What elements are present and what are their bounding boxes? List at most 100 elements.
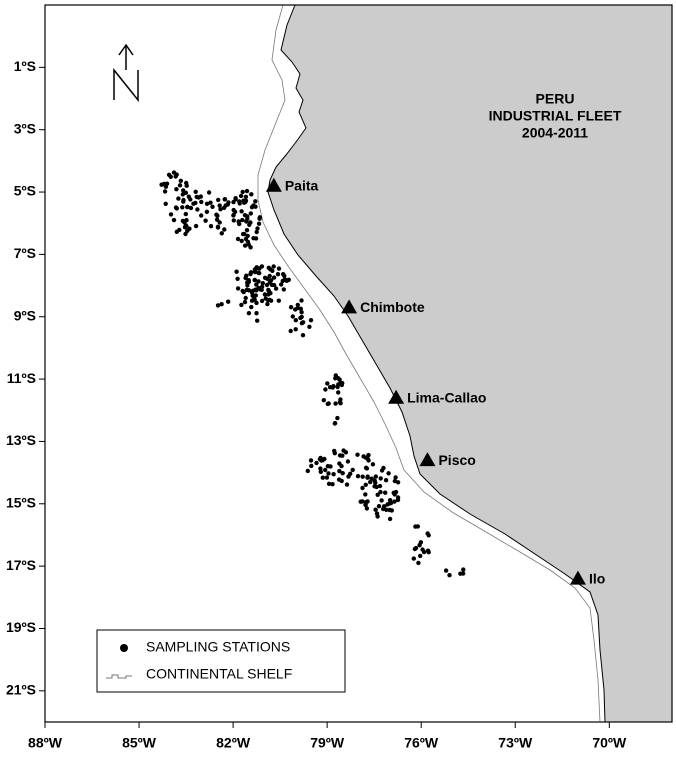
station-dot: [256, 279, 261, 284]
station-dot: [280, 278, 285, 284]
station-dot: [234, 269, 239, 274]
station-dot: [173, 205, 179, 210]
station-dot: [373, 507, 378, 512]
station-dot: [219, 231, 224, 236]
port-label: Chimbote: [360, 299, 425, 315]
station-dot: [259, 298, 265, 304]
station-dot: [239, 209, 244, 214]
station-dot: [215, 213, 220, 218]
station-dot: [235, 276, 240, 281]
station-dot: [181, 199, 186, 204]
port-label: Paita: [285, 178, 319, 194]
station-dot: [252, 269, 258, 274]
legend-box: [96, 629, 346, 693]
port-marker: [265, 177, 282, 192]
station-dot: [281, 272, 286, 277]
station-dot: [183, 231, 188, 237]
station-dot: [255, 226, 260, 231]
station-dot: [257, 215, 263, 220]
station-dot: [364, 506, 370, 511]
station-dot: [240, 288, 245, 294]
station-dot: [174, 187, 179, 192]
x-tick-label: 82ºW: [216, 735, 251, 751]
station-dot: [222, 227, 227, 232]
station-dot: [215, 303, 221, 308]
station-dot: [339, 478, 344, 484]
station-dot: [249, 304, 254, 310]
station-dot: [378, 476, 383, 481]
station-dot: [208, 200, 213, 205]
station-dot: [386, 471, 391, 476]
station-dot: [392, 499, 397, 504]
station-dot: [265, 301, 270, 307]
station-dot: [378, 489, 383, 495]
station-dot: [425, 531, 430, 536]
legend-shelf: [106, 674, 132, 679]
station-dot: [461, 567, 466, 572]
sampling-stations: [159, 170, 466, 578]
station-dot: [206, 190, 212, 195]
station-dot: [355, 452, 360, 457]
title-line: INDUSTRIAL FLEET: [489, 108, 622, 124]
station-dot: [193, 189, 198, 194]
station-dot: [341, 448, 346, 453]
station-dot: [321, 398, 326, 403]
station-dot: [174, 229, 179, 234]
plot-area: [44, 4, 673, 723]
station-dot: [188, 197, 193, 202]
station-dot: [330, 482, 335, 487]
station-dot: [376, 504, 382, 509]
station-dot: [379, 468, 385, 473]
station-dot: [298, 315, 303, 321]
station-dot: [243, 295, 248, 301]
legend-label: SAMPLING STATIONS: [146, 639, 290, 655]
station-dot: [161, 181, 167, 187]
station-dot: [255, 318, 260, 323]
station-dot: [253, 199, 258, 204]
y-tick-label: 17ºS: [6, 557, 36, 573]
station-dot: [418, 553, 423, 559]
station-dot: [177, 183, 183, 188]
station-dot: [244, 219, 249, 224]
station-dot: [244, 228, 250, 233]
station-dot: [242, 243, 248, 248]
legend-dot: [120, 644, 128, 652]
station-dot: [251, 236, 256, 241]
station-dot: [191, 201, 196, 206]
station-dot: [332, 421, 337, 426]
station-dot: [299, 321, 305, 326]
station-dot: [195, 207, 200, 212]
station-dot: [173, 174, 178, 179]
station-dot: [226, 299, 231, 304]
y-tick-label: 13ºS: [6, 432, 36, 448]
station-dot: [358, 499, 363, 504]
x-tick-label: 73ºW: [498, 735, 533, 751]
port-label: Pisco: [438, 452, 475, 468]
station-dot: [387, 516, 393, 522]
station-dot: [218, 207, 223, 212]
station-dot: [384, 507, 389, 512]
station-dot: [299, 298, 304, 303]
station-dot: [237, 221, 242, 227]
station-dot: [199, 213, 204, 218]
station-dot: [262, 275, 268, 280]
station-dot: [254, 311, 259, 316]
station-dot: [340, 471, 345, 476]
station-dot: [416, 560, 421, 566]
station-dot: [335, 415, 340, 421]
station-dot: [381, 504, 387, 509]
station-dot: [204, 201, 210, 206]
station-dot: [171, 217, 177, 223]
station-dot: [379, 498, 384, 503]
y-tick-label: 11ºS: [7, 370, 36, 386]
station-dot: [267, 280, 272, 285]
station-dot: [215, 224, 221, 229]
map-frame: [44, 4, 673, 723]
station-dot: [259, 287, 264, 292]
y-tick-label: 1ºS: [14, 58, 36, 74]
x-tick-label: 79ºW: [310, 735, 345, 751]
y-tick-label: 21ºS: [6, 682, 36, 698]
x-tick-label: 88ºW: [28, 735, 63, 751]
station-dot: [243, 199, 248, 205]
